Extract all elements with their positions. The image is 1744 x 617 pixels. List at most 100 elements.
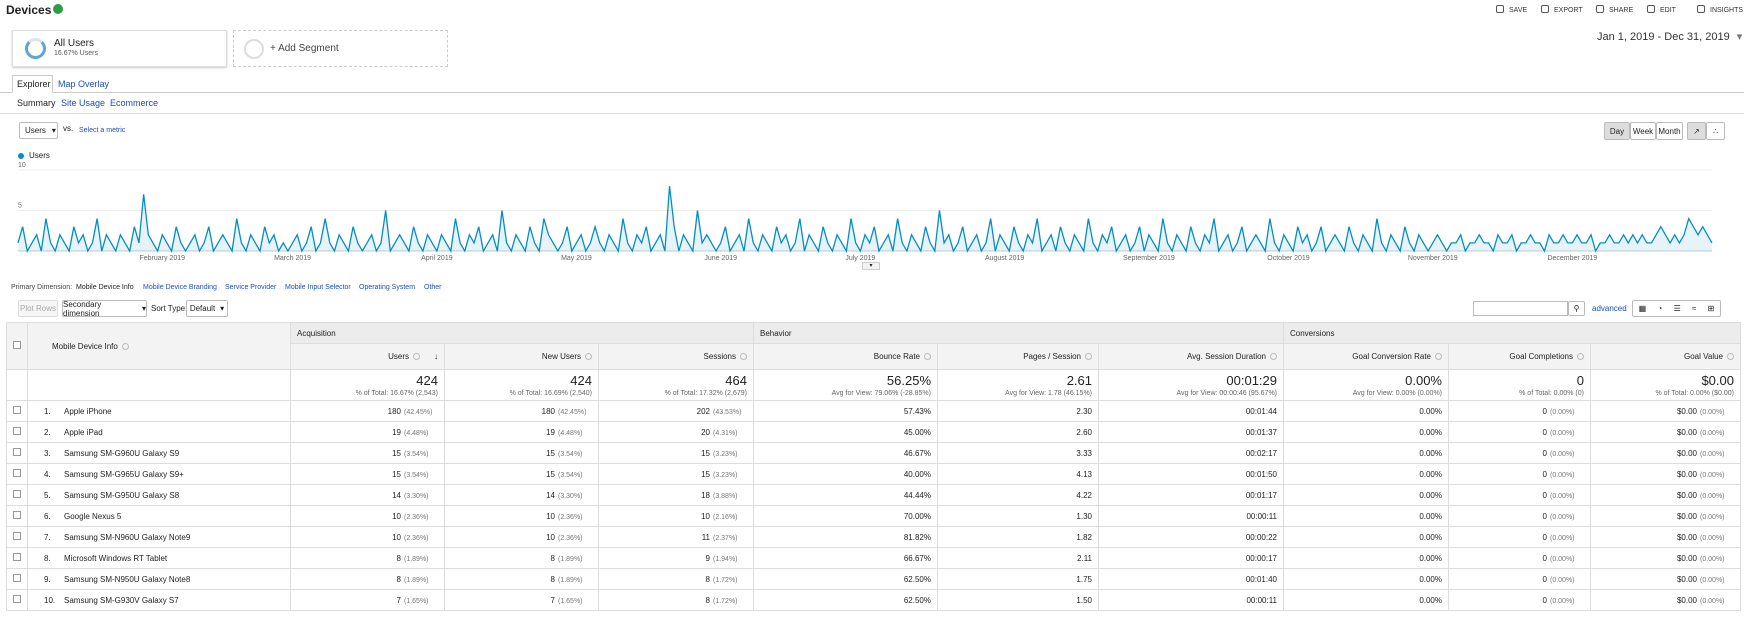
tab[interactable]: Explorer xyxy=(17,79,51,89)
total-value: 2.61 xyxy=(1066,372,1092,388)
column-header[interactable]: Goal Value xyxy=(1590,343,1741,370)
column-header[interactable]: New Users xyxy=(444,343,599,370)
motion-chart-btn[interactable]: ∴ xyxy=(1706,122,1725,140)
action[interactable]: EDIT xyxy=(1647,5,1676,14)
checkbox[interactable] xyxy=(13,595,21,603)
value-cell: 81.82% xyxy=(753,526,938,548)
dimension-link[interactable]: Mobile Device Info xyxy=(76,284,134,291)
data-row: 7. Samsung SM-N960U Galaxy Note9 10 (2.36%)… xyxy=(6,526,1741,548)
column-header[interactable]: Avg. Session Duration xyxy=(1098,343,1284,370)
column-header[interactable]: Pages / Session xyxy=(937,343,1099,370)
help-icon xyxy=(1435,353,1442,360)
total-value: 464 xyxy=(725,372,747,388)
column-header[interactable]: Bounce Rate xyxy=(753,343,938,370)
advanced-link[interactable]: advanced xyxy=(1592,304,1627,313)
line-chart-btn[interactable]: ↗ xyxy=(1687,122,1706,140)
dimension-link[interactable]: Operating System xyxy=(359,284,416,291)
x-tick-label: March 2019 xyxy=(274,255,311,262)
name-cell: 5. Samsung SM-G950U Galaxy S8 xyxy=(27,484,291,506)
value-cell: 4.22 xyxy=(937,484,1099,506)
action[interactable]: SHARE xyxy=(1596,5,1633,14)
device-link[interactable]: Apple iPhone xyxy=(64,406,112,416)
device-link[interactable]: Samsung SM-G930V Galaxy S7 xyxy=(64,595,179,605)
x-tick-label: December 2019 xyxy=(1547,255,1597,262)
dimension-link[interactable]: Mobile Input Selector xyxy=(285,284,351,291)
checkbox[interactable] xyxy=(13,490,21,498)
checkbox[interactable] xyxy=(13,574,21,582)
subtab[interactable]: Ecommerce xyxy=(110,98,159,108)
subtab[interactable]: Site Usage xyxy=(61,98,106,108)
percent: (0.00%) xyxy=(1700,471,1725,479)
column-header[interactable]: Sessions xyxy=(598,343,754,370)
value: $0.00 xyxy=(1676,574,1697,584)
device-link[interactable]: Apple iPad xyxy=(64,427,103,437)
metric-dropdown[interactable]: Users ▾ xyxy=(19,122,58,139)
value-cell: 00:01:17 xyxy=(1098,484,1284,506)
column-title: Sessions xyxy=(703,352,736,361)
subtab[interactable]: Summary xyxy=(17,98,56,108)
cell xyxy=(6,442,28,464)
checkbox[interactable] xyxy=(13,469,21,477)
percent: (3.88%) xyxy=(713,492,738,500)
tab[interactable]: Map Overlay xyxy=(58,79,110,89)
percent: (0.00%) xyxy=(1550,408,1575,416)
action[interactable]: EXPORT xyxy=(1541,5,1583,14)
value-cell: 0 (0.00%) xyxy=(1448,442,1591,464)
add-segment-label: + Add Segment xyxy=(270,43,339,54)
value-cell: 14 (3.30%) xyxy=(290,484,445,506)
checkbox[interactable] xyxy=(13,511,21,519)
column-header[interactable]: Users ↓ xyxy=(290,343,445,370)
granularity-btn[interactable]: Month xyxy=(1656,122,1683,140)
device-link[interactable]: Samsung SM-G960U Galaxy S9 xyxy=(64,448,180,458)
date-range[interactable]: Jan 1, 2019 - Dec 31, 2019 ▾ xyxy=(1597,31,1743,43)
device-link[interactable]: Microsoft Windows RT Tablet xyxy=(64,553,168,563)
dimension-link[interactable]: Mobile Device Branding xyxy=(143,284,217,291)
name-cell: 6. Google Nexus 5 xyxy=(27,505,291,527)
checkbox[interactable] xyxy=(13,532,21,540)
sort-value: Default xyxy=(189,304,216,313)
device-link[interactable]: Google Nexus 5 xyxy=(64,511,122,521)
device-link[interactable]: Samsung SM-G965U Galaxy S9+ xyxy=(64,469,184,479)
total-detail: Avg for View: 79.06% (-28.85%) xyxy=(831,389,931,397)
device-link[interactable]: Samsung SM-N960U Galaxy Note9 xyxy=(64,532,191,542)
total-value: 424 xyxy=(570,372,592,388)
dimension-link[interactable]: Service Provider xyxy=(225,284,277,291)
checkbox[interactable] xyxy=(13,406,21,414)
column-header[interactable]: Goal Conversion Rate xyxy=(1283,343,1449,370)
granularity-btn[interactable]: Day xyxy=(1604,122,1630,140)
action[interactable]: SAVE xyxy=(1496,5,1527,14)
value: $0.00 xyxy=(1676,511,1697,521)
value: 15 xyxy=(701,448,710,458)
sort-dropdown[interactable]: Default ▾ xyxy=(186,300,228,317)
checkbox[interactable] xyxy=(13,553,21,561)
checkbox[interactable] xyxy=(13,427,21,435)
select-metric[interactable]: Select a metric xyxy=(79,127,126,134)
action-label: SAVE xyxy=(1509,7,1528,14)
view-toggles[interactable]: ▦ ◔ ☰ ≈ ⊞ xyxy=(1632,300,1721,317)
value-cell: $0.00 (0.00%) xyxy=(1590,568,1741,590)
dimension-link[interactable]: Other xyxy=(424,284,442,291)
checkbox[interactable] xyxy=(13,448,21,456)
value-cell: 0 (0.00%) xyxy=(1448,400,1591,422)
device-link[interactable]: Samsung SM-G950U Galaxy S8 xyxy=(64,490,180,500)
add-segment[interactable]: + Add Segment xyxy=(233,30,448,67)
value: 62.50% xyxy=(903,574,931,584)
search-input[interactable] xyxy=(1473,301,1568,316)
percent: (42.45%) xyxy=(404,408,433,416)
value-cell: 0 (0.00%) xyxy=(1448,421,1591,443)
checkbox[interactable] xyxy=(13,341,21,349)
column-header[interactable]: Goal Completions xyxy=(1448,343,1591,370)
granularity-btn[interactable]: Week xyxy=(1630,122,1656,140)
value: 81.82% xyxy=(903,532,931,542)
device-link[interactable]: Samsung SM-N950U Galaxy Note8 xyxy=(64,574,191,584)
secondary-dimension[interactable]: Secondary dimension ▾ xyxy=(62,299,147,318)
value-cell: 0 (0.00%) xyxy=(1448,526,1591,548)
chart-toggle[interactable]: ▾ xyxy=(862,262,880,270)
segment-card[interactable]: All Users 16.67% Users xyxy=(12,30,227,67)
action[interactable]: INSIGHTS xyxy=(1697,5,1743,14)
value-cell: 3.33 xyxy=(937,442,1099,464)
search-btn[interactable]: ⚲ xyxy=(1568,301,1585,316)
percent: (3.30%) xyxy=(558,492,583,500)
row-index: 8. xyxy=(44,553,51,563)
